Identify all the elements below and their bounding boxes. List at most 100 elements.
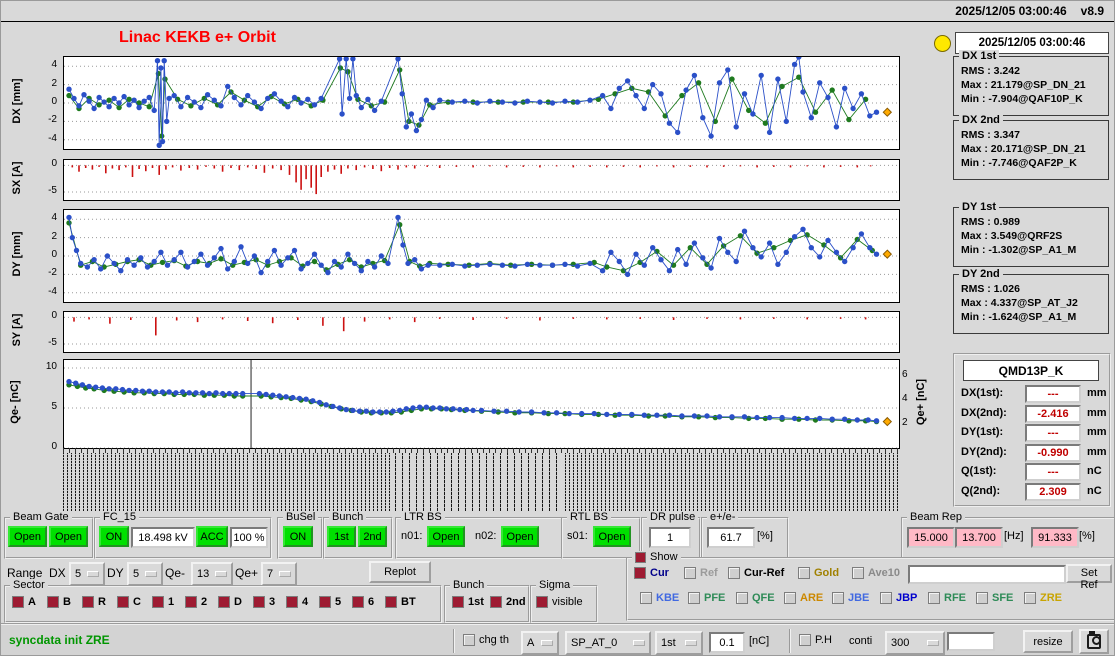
sector-checkbox-bt[interactable]: BT: [385, 596, 416, 608]
fc15-acc-button[interactable]: ACC: [196, 526, 228, 547]
sigma-frame: Sigma visible: [530, 579, 598, 623]
qe-minus-axis-label: Qe- [nC]: [9, 380, 21, 424]
chg-th-checkbox[interactable]: chg th: [463, 634, 509, 646]
ltr-bs-n02-open-button[interactable]: Open: [501, 526, 539, 547]
show-ref-checkbox[interactable]: Ref: [684, 567, 718, 579]
sector-checkbox-bt-label: BT: [401, 596, 416, 608]
range-dx-select[interactable]: 5: [69, 562, 105, 586]
stat-max: Max : 21.179@SP_DN_21: [961, 79, 1086, 91]
show-cur-ref-checkbox[interactable]: Cur-Ref: [728, 567, 784, 579]
show-cur-checkbox[interactable]: Cur: [634, 567, 669, 579]
ref-name-input[interactable]: [908, 565, 1066, 584]
show-are-checkbox[interactable]: ARE: [784, 592, 823, 604]
monitor-readout-frame: QMD13P_K DX(1st): --- mm DX(2nd): -2.416 mm DY…: [953, 353, 1111, 507]
dy-ytick-label: 2: [51, 230, 57, 242]
replot-button[interactable]: Replot: [369, 561, 431, 583]
sector-checkbox-3[interactable]: 3: [253, 596, 275, 608]
range-dx-label: DX: [49, 566, 66, 580]
interval-select[interactable]: 300: [885, 631, 945, 655]
range-dy-select[interactable]: 5: [127, 562, 163, 586]
beam-gate-open-2-button[interactable]: Open: [49, 526, 88, 547]
eplus-eminus-unit: [%]: [757, 530, 773, 542]
bunch-checkbox-1st-label: 1st: [468, 596, 484, 608]
sector-checkbox-4[interactable]: 4: [286, 596, 308, 608]
show-kbe-checkbox[interactable]: KBE: [640, 592, 679, 604]
monitor-quick-select[interactable]: SP_AT_0: [565, 631, 651, 655]
monitor-row-dy2nd: DY(2nd): -0.990 mm: [955, 443, 1109, 462]
stat-box-dx-1st: DX 1st RMS : 3.242 Max : 21.179@SP_DN_21 Mi…: [953, 50, 1109, 116]
bunch-title: Bunch: [329, 511, 367, 523]
screenshot-button[interactable]: [1079, 629, 1109, 654]
dy-axis-label: DY [mm]: [11, 231, 23, 277]
sector-checkbox-b[interactable]: B: [47, 596, 71, 608]
bpm-labels-sector-b: [253, 453, 391, 511]
show-jbe-checkbox[interactable]: JBE: [832, 592, 869, 604]
fc15-title: FC_15: [100, 511, 140, 523]
ph-checkbox[interactable]: P.H: [799, 634, 832, 646]
bunch-1st-button[interactable]: 1st: [327, 526, 356, 547]
show-checkbox-indicator[interactable]: [635, 551, 646, 563]
ltr-bs-n01-open-button[interactable]: Open: [427, 526, 465, 547]
count-input[interactable]: [947, 632, 995, 651]
beam-gate-open-1-button[interactable]: Open: [8, 526, 47, 547]
set-ref-button[interactable]: Set Ref: [1066, 564, 1112, 591]
fc15-pct-readout: 100 %: [230, 527, 268, 548]
sector-checkbox-6[interactable]: 6: [352, 596, 374, 608]
show-are-checkbox-label: ARE: [800, 592, 824, 604]
sector-checkbox-r[interactable]: R: [82, 596, 106, 608]
sector-checkbox-a[interactable]: A: [12, 596, 36, 608]
sigma-visible-checkbox[interactable]: visible: [536, 596, 583, 608]
ph-indicator: [799, 634, 811, 646]
show-jbp-checkbox[interactable]: JBP: [880, 592, 917, 604]
show-jbe-checkbox-indicator: [832, 592, 844, 604]
bunch-quick-select[interactable]: 1st: [655, 631, 703, 655]
monitor-select[interactable]: QMD13P_K: [963, 360, 1099, 381]
sidebar-timestamp: 2025/12/05 03:00:46: [955, 32, 1109, 54]
sector-checkbox-2[interactable]: 2: [185, 596, 207, 608]
monitor-row-label: DY(2nd):: [961, 445, 1007, 458]
stat-title: DX 2nd: [959, 114, 1003, 126]
resize-button[interactable]: resize: [1023, 630, 1073, 653]
sector-checkbox-1[interactable]: 1: [152, 596, 174, 608]
bunch-2nd-button[interactable]: 2nd: [358, 526, 387, 547]
show-zre-checkbox[interactable]: ZRE: [1024, 592, 1062, 604]
dy-chart-canvas: [64, 214, 899, 294]
show-gold-checkbox[interactable]: Gold: [798, 567, 839, 579]
stat-title: DX 1st: [959, 50, 1000, 62]
dr-pulse-field[interactable]: 1: [649, 527, 691, 548]
sector-checkbox-b-indicator: [47, 596, 59, 608]
bunch-checkbox-2nd-indicator: [490, 596, 502, 608]
bunch-checkbox-1st[interactable]: 1st: [452, 596, 484, 608]
stat-rms: RMS : 0.989: [961, 216, 1020, 228]
sector-checkbox-5-label: 5: [335, 596, 342, 608]
show-ave10-checkbox[interactable]: Ave10: [852, 567, 900, 579]
show-rfe-checkbox[interactable]: RFE: [928, 592, 966, 604]
sector-checkbox-d[interactable]: D: [218, 596, 242, 608]
stat-rms: RMS : 3.347: [961, 129, 1020, 141]
fc15-frame: FC_15 ON 18.498 kV ACC 100 %: [94, 511, 272, 559]
threshold-field[interactable]: 0.1: [709, 632, 745, 653]
chg-th-label: chg th: [479, 634, 509, 646]
show-qfe-checkbox[interactable]: QFE: [736, 592, 775, 604]
option-menu-indicator: [633, 640, 645, 646]
dx-ytick-label: 4: [51, 59, 57, 71]
interval-value: 300: [891, 637, 910, 649]
sector-checkbox-5[interactable]: 5: [319, 596, 341, 608]
rtl-bs-s01-open-button[interactable]: Open: [593, 526, 631, 547]
fc15-on-button[interactable]: ON: [99, 526, 129, 547]
sector-checkbox-c[interactable]: C: [117, 596, 141, 608]
sector-quick-select[interactable]: A: [521, 631, 559, 655]
qe-plus-axis-label: Qe+ [nC]: [915, 378, 927, 426]
range-qe-minus-select[interactable]: 13: [191, 562, 233, 586]
show-sfe-checkbox[interactable]: SFE: [976, 592, 1013, 604]
sector-checkbox-3-indicator: [253, 596, 265, 608]
status-message: syncdata init ZRE: [9, 633, 110, 647]
monitor-row-q1st: Q(1st): --- nC: [955, 463, 1109, 481]
range-qe-plus-label: Qe+: [235, 566, 259, 580]
show-pfe-checkbox[interactable]: PFE: [688, 592, 725, 604]
sector-checkbox-2-indicator: [185, 596, 197, 608]
monitor-row-label: Q(2nd):: [961, 484, 1001, 497]
range-qe-plus-select[interactable]: 7: [261, 562, 297, 586]
bunch-checkbox-2nd[interactable]: 2nd: [490, 596, 526, 608]
busel-on-button[interactable]: ON: [283, 526, 313, 547]
